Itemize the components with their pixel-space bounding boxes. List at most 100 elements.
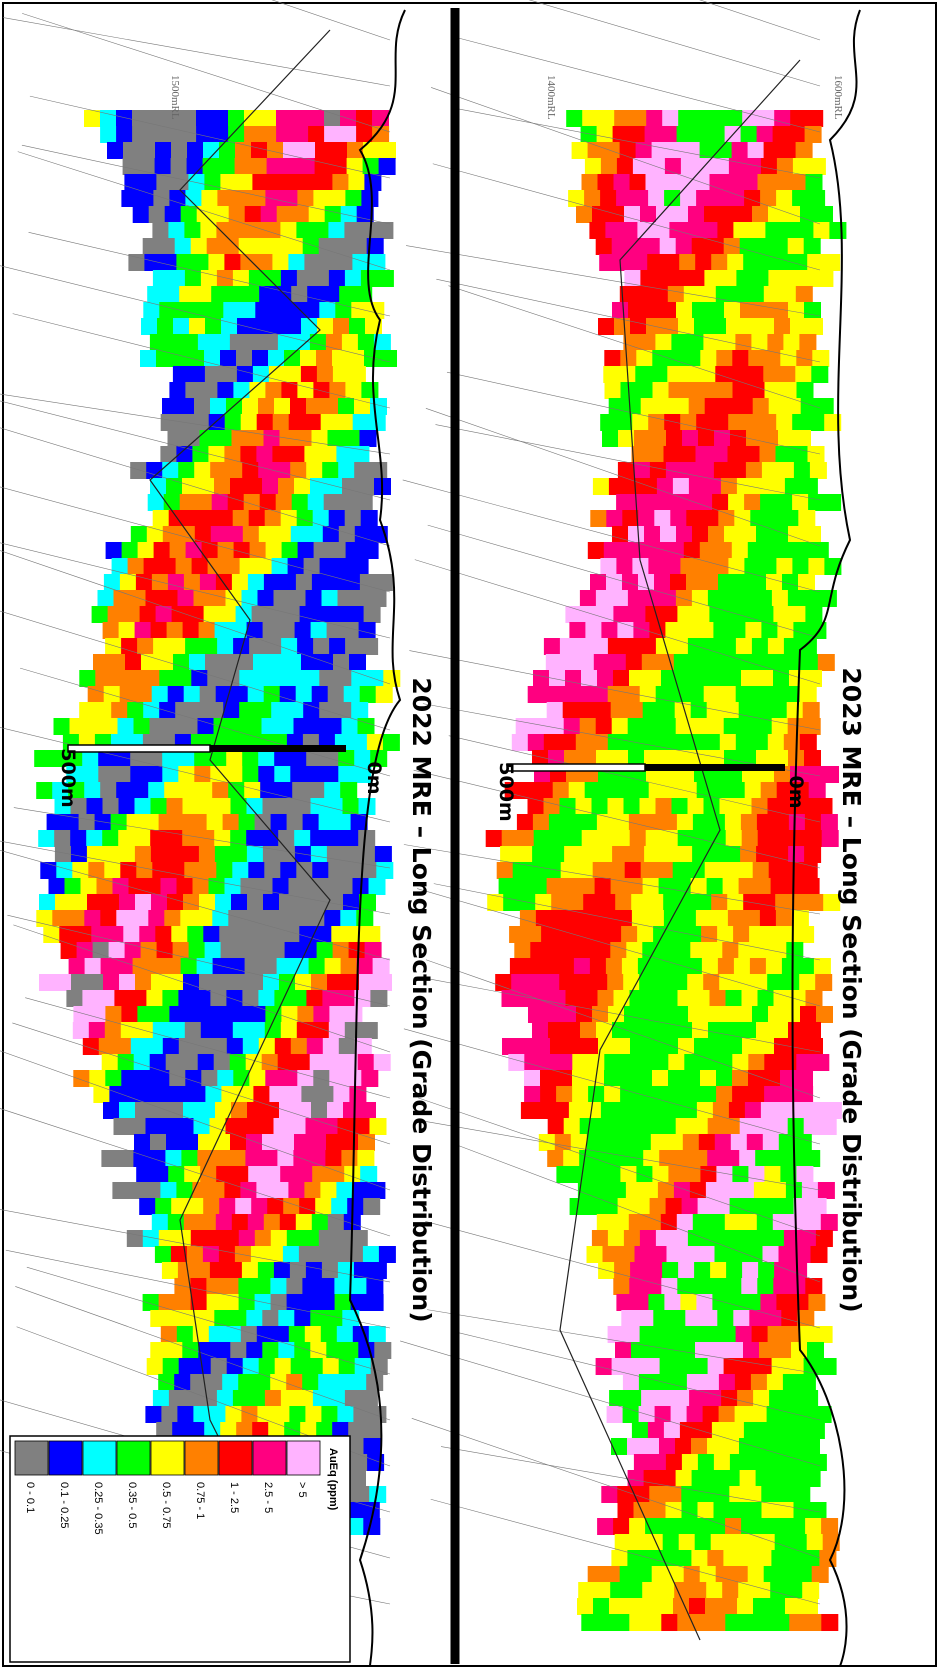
- grade-block: [599, 894, 617, 911]
- grade-block: [340, 782, 358, 799]
- grade-block: [313, 382, 331, 399]
- grade-block: [272, 1326, 290, 1343]
- grade-block: [648, 158, 666, 175]
- grade-block: [168, 1166, 186, 1183]
- grade-block: [597, 606, 615, 623]
- grade-block: [203, 926, 221, 943]
- grade-block: [753, 654, 771, 671]
- grade-block: [166, 1310, 184, 1327]
- grade-block: [541, 958, 559, 975]
- grade-block: [820, 814, 838, 831]
- grade-block: [281, 638, 299, 655]
- grade-block: [113, 1118, 131, 1135]
- grade-block: [167, 894, 184, 911]
- grade-block: [289, 1118, 307, 1135]
- drill-hole: [425, 1121, 821, 1191]
- grade-block: [139, 142, 156, 159]
- grade-block: [363, 606, 381, 623]
- grade-block: [309, 718, 327, 735]
- grade-block: [582, 1038, 599, 1055]
- grade-block: [257, 590, 275, 607]
- scale-bar-solid: [210, 745, 346, 752]
- grade-block: [179, 286, 197, 303]
- grade-block: [314, 1246, 332, 1263]
- grade-block: [744, 494, 762, 511]
- grade-block: [791, 894, 809, 911]
- grade-block: [795, 286, 813, 303]
- grade-block: [375, 574, 393, 591]
- grade-block: [692, 526, 709, 543]
- grade-block: [779, 1566, 797, 1583]
- grade-block: [755, 1550, 773, 1567]
- grade-block: [712, 190, 730, 207]
- grade-block: [345, 1070, 363, 1087]
- grade-block: [321, 1262, 339, 1279]
- grade-block: [673, 1390, 691, 1407]
- grade-block: [787, 1470, 805, 1487]
- grade-block: [754, 702, 772, 719]
- grade-block: [222, 814, 240, 831]
- grade-block: [160, 446, 178, 463]
- grade-block: [133, 718, 151, 735]
- grade-block: [274, 526, 292, 543]
- grade-block: [369, 1262, 387, 1279]
- grade-block: [207, 302, 225, 319]
- grade-block: [611, 1358, 629, 1375]
- grade-block: [367, 302, 385, 319]
- grade-block: [155, 1198, 173, 1215]
- grade-block: [682, 430, 699, 447]
- grade-block: [276, 110, 293, 127]
- grade-block: [712, 558, 730, 575]
- grade-block: [596, 126, 614, 143]
- grade-block: [800, 478, 818, 495]
- grade-block: [292, 910, 310, 927]
- grade-block: [728, 782, 746, 799]
- grade-block: [358, 846, 376, 863]
- grade-block: [267, 1198, 285, 1215]
- grade-block: [226, 766, 244, 783]
- grade-block: [152, 222, 170, 239]
- grade-block: [284, 174, 302, 191]
- grade-block: [611, 718, 629, 735]
- scale-label: 500m: [495, 762, 517, 821]
- grade-block: [675, 1358, 693, 1375]
- grade-block: [308, 958, 326, 975]
- grade-block: [804, 814, 822, 831]
- grade-block: [339, 494, 357, 511]
- grade-block: [154, 1246, 172, 1263]
- grade-block: [618, 430, 635, 447]
- grade-block: [263, 894, 280, 911]
- grade-block: [345, 190, 363, 207]
- grade-block: [205, 654, 222, 671]
- legend-label: 2.5 - 5: [262, 1482, 274, 1513]
- grade-block: [200, 1022, 218, 1039]
- grade-block: [586, 1246, 604, 1263]
- grade-block: [782, 1374, 800, 1391]
- scale-bar-open: [506, 763, 646, 772]
- grade-block: [230, 1310, 248, 1327]
- grade-block: [652, 1054, 670, 1071]
- grade-block: [623, 734, 641, 751]
- grade-block: [134, 846, 152, 863]
- grade-block: [774, 318, 791, 335]
- grade-block: [278, 846, 296, 863]
- grade-block: [640, 270, 658, 287]
- grade-block: [350, 238, 368, 255]
- grade-block: [236, 174, 254, 191]
- grade-block: [232, 222, 250, 239]
- grade-block: [711, 254, 729, 271]
- grade-block: [605, 958, 623, 975]
- grade-block: [728, 1102, 746, 1119]
- grade-block: [614, 110, 632, 127]
- grade-block: [70, 846, 88, 863]
- grade-block: [548, 814, 566, 831]
- grade-block: [140, 350, 157, 367]
- grade-block: [247, 1102, 264, 1119]
- grade-block: [233, 1006, 251, 1023]
- grade-block: [217, 1070, 235, 1087]
- grade-block: [691, 1358, 709, 1375]
- grade-block: [300, 350, 317, 367]
- grade-block: [584, 1102, 602, 1119]
- grade-block: [383, 670, 401, 687]
- grade-block: [787, 1438, 804, 1455]
